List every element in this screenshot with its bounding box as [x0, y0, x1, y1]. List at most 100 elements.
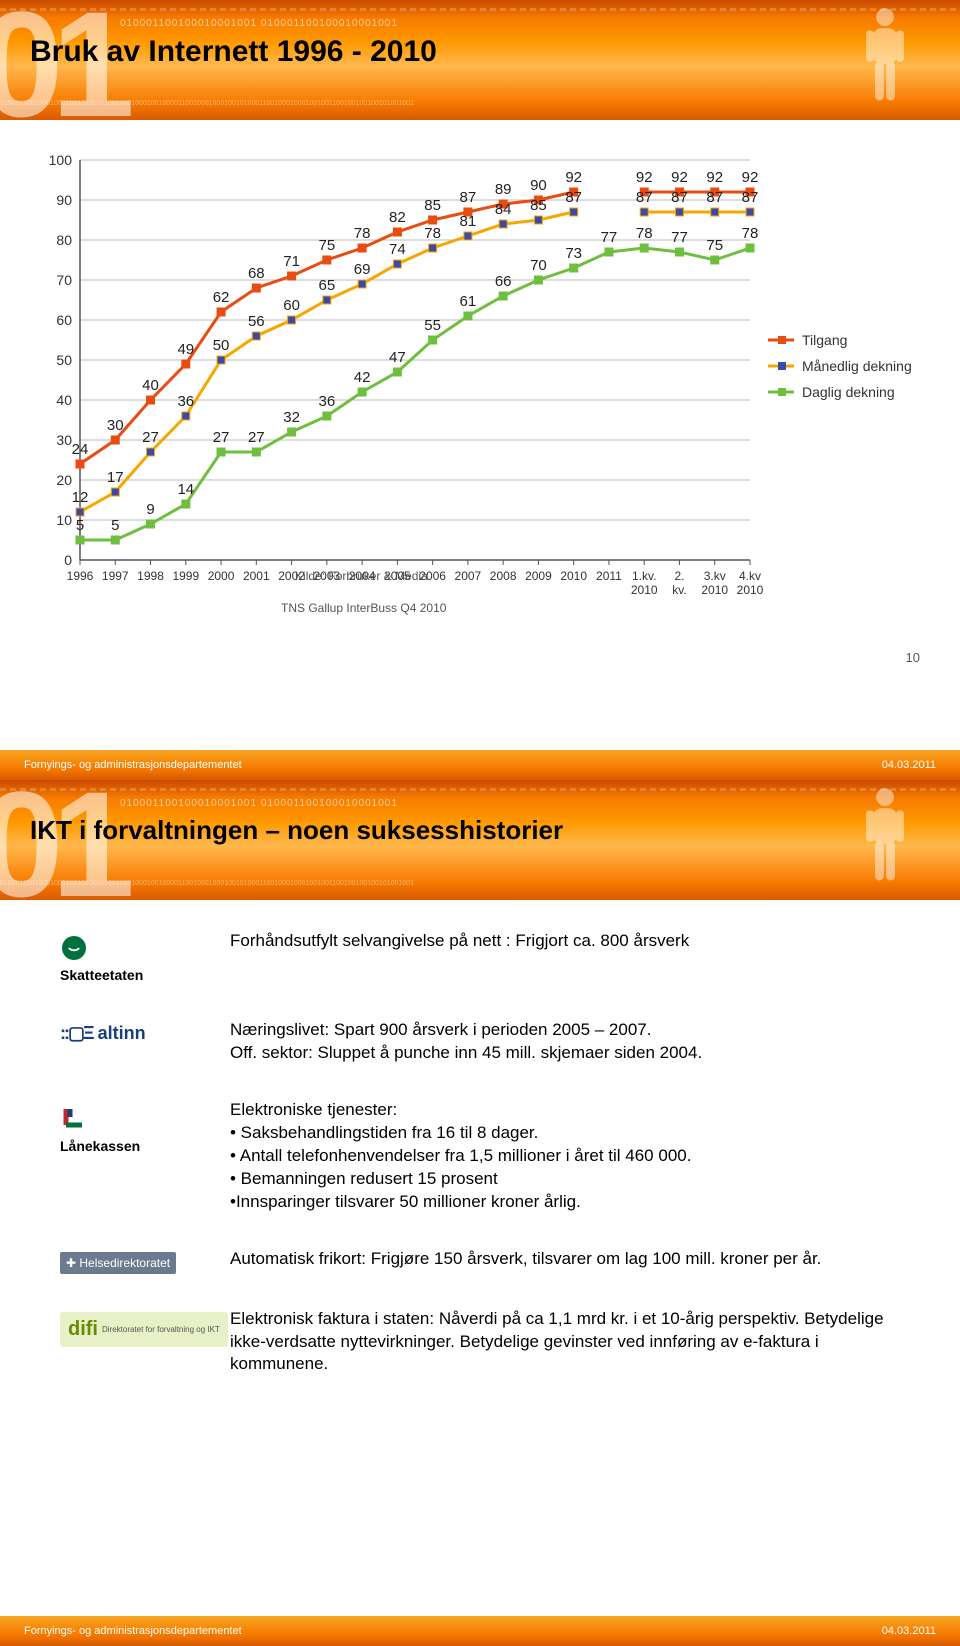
svg-text:92: 92 [636, 169, 653, 186]
svg-text:42: 42 [354, 369, 371, 386]
svg-text:78: 78 [636, 225, 653, 242]
svg-text:1999: 1999 [172, 569, 199, 583]
svg-text:100: 100 [49, 152, 73, 168]
svg-text:85: 85 [424, 197, 441, 214]
footer: Fornyings- og administrasjonsdepartement… [0, 1616, 960, 1646]
stories-list: SkatteetatenForhåndsutfylt selvangivelse… [60, 930, 920, 1410]
svg-text:12: 12 [72, 489, 89, 506]
svg-text:92: 92 [706, 169, 723, 186]
svg-text:30: 30 [107, 417, 124, 434]
svg-text:89: 89 [495, 181, 512, 198]
svg-text:2010: 2010 [631, 583, 658, 597]
footer-date: 04.03.2011 [882, 1625, 936, 1637]
svg-text:9: 9 [146, 501, 154, 518]
svg-text:78: 78 [354, 225, 371, 242]
story-row: difiDirektoratet for forvaltning og IKTE… [60, 1308, 920, 1377]
slide-title: Bruk av Internett 1996 - 2010 [30, 35, 437, 69]
svg-text:Kilde: Forbruker & Media: Kilde: Forbruker & Media [295, 569, 428, 583]
decorative-binary-small: 0100011001000100010010100011001000100010… [0, 100, 414, 107]
svg-text:40: 40 [142, 377, 159, 394]
story-row: ✚ HelsedirektoratetAutomatisk frikort: F… [60, 1248, 920, 1274]
svg-text:84: 84 [495, 201, 512, 218]
svg-text:24: 24 [72, 441, 89, 458]
story-row: LånekassenElektroniske tjenester:• Saksb… [60, 1099, 920, 1214]
slide-success-stories: 01 010001100100010001001 010001100100010… [0, 780, 960, 1646]
story-text: Næringslivet: Spart 900 årsverk i period… [230, 1019, 920, 1065]
svg-text:20: 20 [56, 472, 72, 488]
svg-text:2000: 2000 [208, 569, 235, 583]
svg-text:81: 81 [460, 213, 477, 230]
svg-text:2.: 2. [674, 569, 684, 583]
svg-text:66: 66 [495, 273, 512, 290]
svg-text:70: 70 [56, 272, 72, 288]
svg-text:92: 92 [565, 169, 582, 186]
page-number: 10 [906, 650, 920, 665]
story-row: SkatteetatenForhåndsutfylt selvangivelse… [60, 930, 920, 985]
svg-text:77: 77 [601, 229, 618, 246]
svg-text:10: 10 [56, 512, 72, 528]
svg-text:61: 61 [460, 293, 477, 310]
svg-text:5: 5 [111, 517, 119, 534]
svg-text:2010: 2010 [737, 583, 764, 597]
svg-text:27: 27 [213, 429, 230, 446]
svg-text:75: 75 [706, 237, 723, 254]
svg-text:80: 80 [56, 232, 72, 248]
svg-text:2011: 2011 [596, 569, 622, 583]
slide-chart: 01 010001100100010001001 010001100100010… [0, 0, 960, 780]
svg-text:0: 0 [64, 552, 72, 568]
org-logo: ::▢Ξ altinn [60, 1019, 230, 1044]
svg-text:1996: 1996 [67, 569, 94, 583]
footer: Fornyings- og administrasjonsdepartement… [0, 750, 960, 780]
svg-text:Daglig dekning: Daglig dekning [802, 384, 895, 400]
svg-text:87: 87 [671, 189, 688, 206]
svg-text:78: 78 [742, 225, 759, 242]
svg-text:87: 87 [706, 189, 723, 206]
svg-text:2008: 2008 [490, 569, 517, 583]
svg-text:87: 87 [460, 189, 477, 206]
person-icon [850, 6, 920, 106]
svg-text:5: 5 [76, 517, 84, 534]
footer-dept: Fornyings- og administrasjonsdepartement… [24, 759, 242, 771]
svg-text:2007: 2007 [455, 569, 482, 583]
svg-text:2001: 2001 [243, 569, 270, 583]
svg-text:55: 55 [424, 317, 441, 334]
svg-text:3.kv: 3.kv [704, 569, 726, 583]
svg-text:78: 78 [424, 225, 441, 242]
story-row: ::▢Ξ altinnNæringslivet: Spart 900 årsve… [60, 1019, 920, 1065]
svg-text:60: 60 [56, 312, 72, 328]
svg-text:36: 36 [177, 393, 194, 410]
svg-text:87: 87 [565, 189, 582, 206]
svg-text:1997: 1997 [102, 569, 129, 583]
svg-text:71: 71 [283, 253, 300, 270]
svg-text:30: 30 [56, 432, 72, 448]
story-text: Elektroniske tjenester:• Saksbehandlings… [230, 1099, 920, 1214]
header-band: 01 010001100100010001001 010001100100010… [0, 780, 960, 900]
svg-text:50: 50 [56, 352, 72, 368]
story-text: Forhåndsutfylt selvangivelse på nett : F… [230, 930, 920, 953]
header-band: 01 010001100100010001001 010001100100010… [0, 0, 960, 120]
svg-text:27: 27 [248, 429, 265, 446]
svg-text:56: 56 [248, 313, 265, 330]
svg-text:2009: 2009 [525, 569, 552, 583]
svg-text:2010: 2010 [560, 569, 587, 583]
svg-text:27: 27 [142, 429, 159, 446]
svg-text:36: 36 [318, 393, 335, 410]
svg-text:75: 75 [318, 237, 335, 254]
svg-text:TNS Gallup InterBuss Q4 2010: TNS Gallup InterBuss Q4 2010 [281, 601, 447, 615]
svg-text:68: 68 [248, 265, 265, 282]
svg-text:1998: 1998 [137, 569, 164, 583]
person-icon [850, 786, 920, 886]
decorative-binary: 010001100100010001001 010001100100010001… [120, 798, 398, 809]
svg-text:14: 14 [177, 481, 194, 498]
svg-text:87: 87 [636, 189, 653, 206]
svg-text:60: 60 [283, 297, 300, 314]
org-logo: Lånekassen [60, 1099, 230, 1156]
svg-text:77: 77 [671, 229, 688, 246]
decorative-binary: 010001100100010001001 010001100100010001… [120, 18, 398, 29]
footer-dept: Fornyings- og administrasjonsdepartement… [24, 1625, 242, 1637]
story-text: Elektronisk faktura i staten: Nåverdi på… [230, 1308, 920, 1377]
org-logo: Skatteetaten [60, 930, 230, 985]
svg-text:2010: 2010 [701, 583, 728, 597]
org-logo: ✚ Helsedirektoratet [60, 1248, 230, 1274]
svg-text:17: 17 [107, 469, 124, 486]
